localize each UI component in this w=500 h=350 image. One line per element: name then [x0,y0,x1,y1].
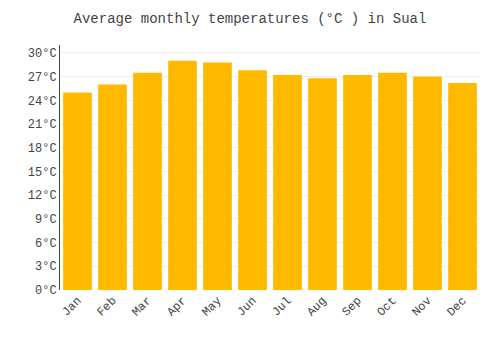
svg-text:Jan: Jan [59,294,84,319]
svg-text:Aug: Aug [304,294,329,319]
svg-text:Dec: Dec [444,294,469,319]
svg-text:12°C: 12°C [28,189,57,203]
svg-text:27°C: 27°C [28,71,57,85]
svg-text:Average monthly temperatures (: Average monthly temperatures (°C ) in Su… [74,11,427,27]
svg-text:Apr: Apr [164,294,189,319]
svg-text:May: May [199,294,224,319]
svg-text:Jul: Jul [269,294,294,319]
svg-text:21°C: 21°C [28,118,57,132]
svg-text:24°C: 24°C [28,95,57,109]
svg-text:9°C: 9°C [35,213,57,227]
svg-text:Mar: Mar [129,294,154,319]
svg-text:Feb: Feb [94,294,119,319]
svg-text:0°C: 0°C [35,284,57,298]
svg-text:3°C: 3°C [35,260,57,274]
svg-text:Jun: Jun [234,294,259,319]
svg-text:18°C: 18°C [28,142,57,156]
svg-text:15°C: 15°C [28,166,57,180]
svg-text:30°C: 30°C [28,47,57,61]
svg-text:Oct: Oct [374,294,399,319]
svg-text:Nov: Nov [409,294,434,319]
svg-text:6°C: 6°C [35,237,57,251]
svg-text:Sep: Sep [339,294,364,319]
